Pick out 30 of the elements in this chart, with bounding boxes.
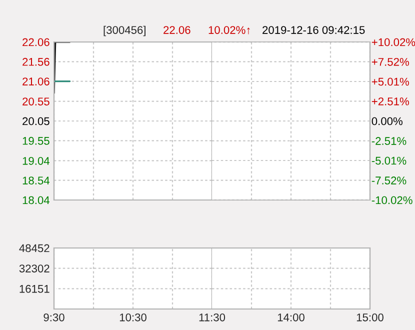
y-tick-label: 32302 [19,264,50,272]
y-tick-label: 20.55 [22,98,50,106]
y2-tick-label: -2.51% [372,137,406,145]
y2-tick-label: -7.52% [372,176,406,184]
y-tick-label: 21.06 [22,78,50,86]
y-tick-label: 19.04 [22,156,50,165]
y-tick-label: 16151 [20,284,50,293]
y-tick-label: 48452 [19,244,50,252]
y2-tick-label: -5.01% [372,156,406,165]
y2-tick-label: +5.01% [372,78,409,86]
y2-tick-label: 0.00% [372,117,402,126]
x-tick-label: 9:30 [44,313,64,322]
y-tick-label: 20.05 [22,117,50,126]
chart-title: [300456] [104,26,146,36]
text: 10.02%↑ [208,26,250,34]
y-tick-label: 19.55 [22,136,50,145]
y2-tick-label: -10.02% [372,196,412,204]
y2-tick-label: +7.52% [372,58,409,66]
text: 2019-12-16 09:42:15 [262,26,365,34]
y2-tick-label: +10.02% [372,38,415,46]
x-tick-label: 14:00 [278,313,304,322]
y-tick-label: 22.06 [22,38,50,46]
y-tick-label: 18.04 [22,196,50,204]
y-tick-label: 18.54 [22,176,50,184]
x-tick-label: 15:00 [356,313,384,322]
y2-tick-label: +2.51% [372,97,409,106]
y-tick-label: 21.56 [22,58,50,66]
x-tick-label: 10:30 [120,313,146,322]
x-tick-label: 11:30 [199,313,226,322]
text: 22.06 [164,26,190,34]
